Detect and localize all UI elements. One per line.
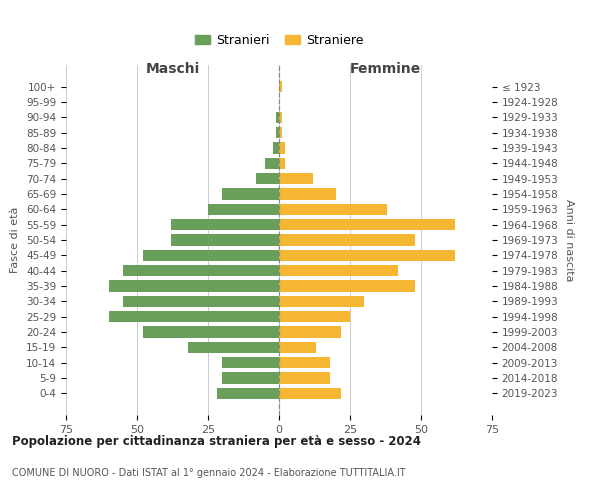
Bar [171,219,279,230]
Bar [279,234,415,246]
Bar [279,112,282,123]
Bar [279,388,341,399]
Bar [279,188,336,200]
Bar [279,357,330,368]
Bar [279,265,398,276]
Bar [222,188,279,200]
Bar [123,296,279,307]
Bar [279,142,284,154]
Bar [279,372,330,384]
Bar [109,311,279,322]
Text: Femmine: Femmine [350,62,421,76]
Bar [123,265,279,276]
Y-axis label: Anni di nascita: Anni di nascita [564,198,574,281]
Bar [279,204,387,215]
Bar [279,250,455,261]
Bar [256,173,279,184]
Bar [279,127,282,138]
Bar [143,326,279,338]
Bar [274,142,279,154]
Bar [222,357,279,368]
Bar [217,388,279,399]
Bar [279,311,350,322]
Text: Maschi: Maschi [145,62,200,76]
Legend: Stranieri, Straniere: Stranieri, Straniere [190,29,368,52]
Bar [279,280,415,292]
Bar [143,250,279,261]
Bar [265,158,279,169]
Bar [276,127,279,138]
Bar [222,372,279,384]
Bar [279,342,316,353]
Bar [208,204,279,215]
Bar [279,219,455,230]
Bar [109,280,279,292]
Text: Popolazione per cittadinanza straniera per età e sesso - 2024: Popolazione per cittadinanza straniera p… [12,435,421,448]
Text: COMUNE DI NUORO - Dati ISTAT al 1° gennaio 2024 - Elaborazione TUTTITALIA.IT: COMUNE DI NUORO - Dati ISTAT al 1° genna… [12,468,406,477]
Bar [171,234,279,246]
Bar [279,81,282,92]
Bar [279,158,284,169]
Bar [188,342,279,353]
Bar [276,112,279,123]
Bar [279,296,364,307]
Y-axis label: Fasce di età: Fasce di età [10,207,20,273]
Bar [279,173,313,184]
Bar [279,326,341,338]
